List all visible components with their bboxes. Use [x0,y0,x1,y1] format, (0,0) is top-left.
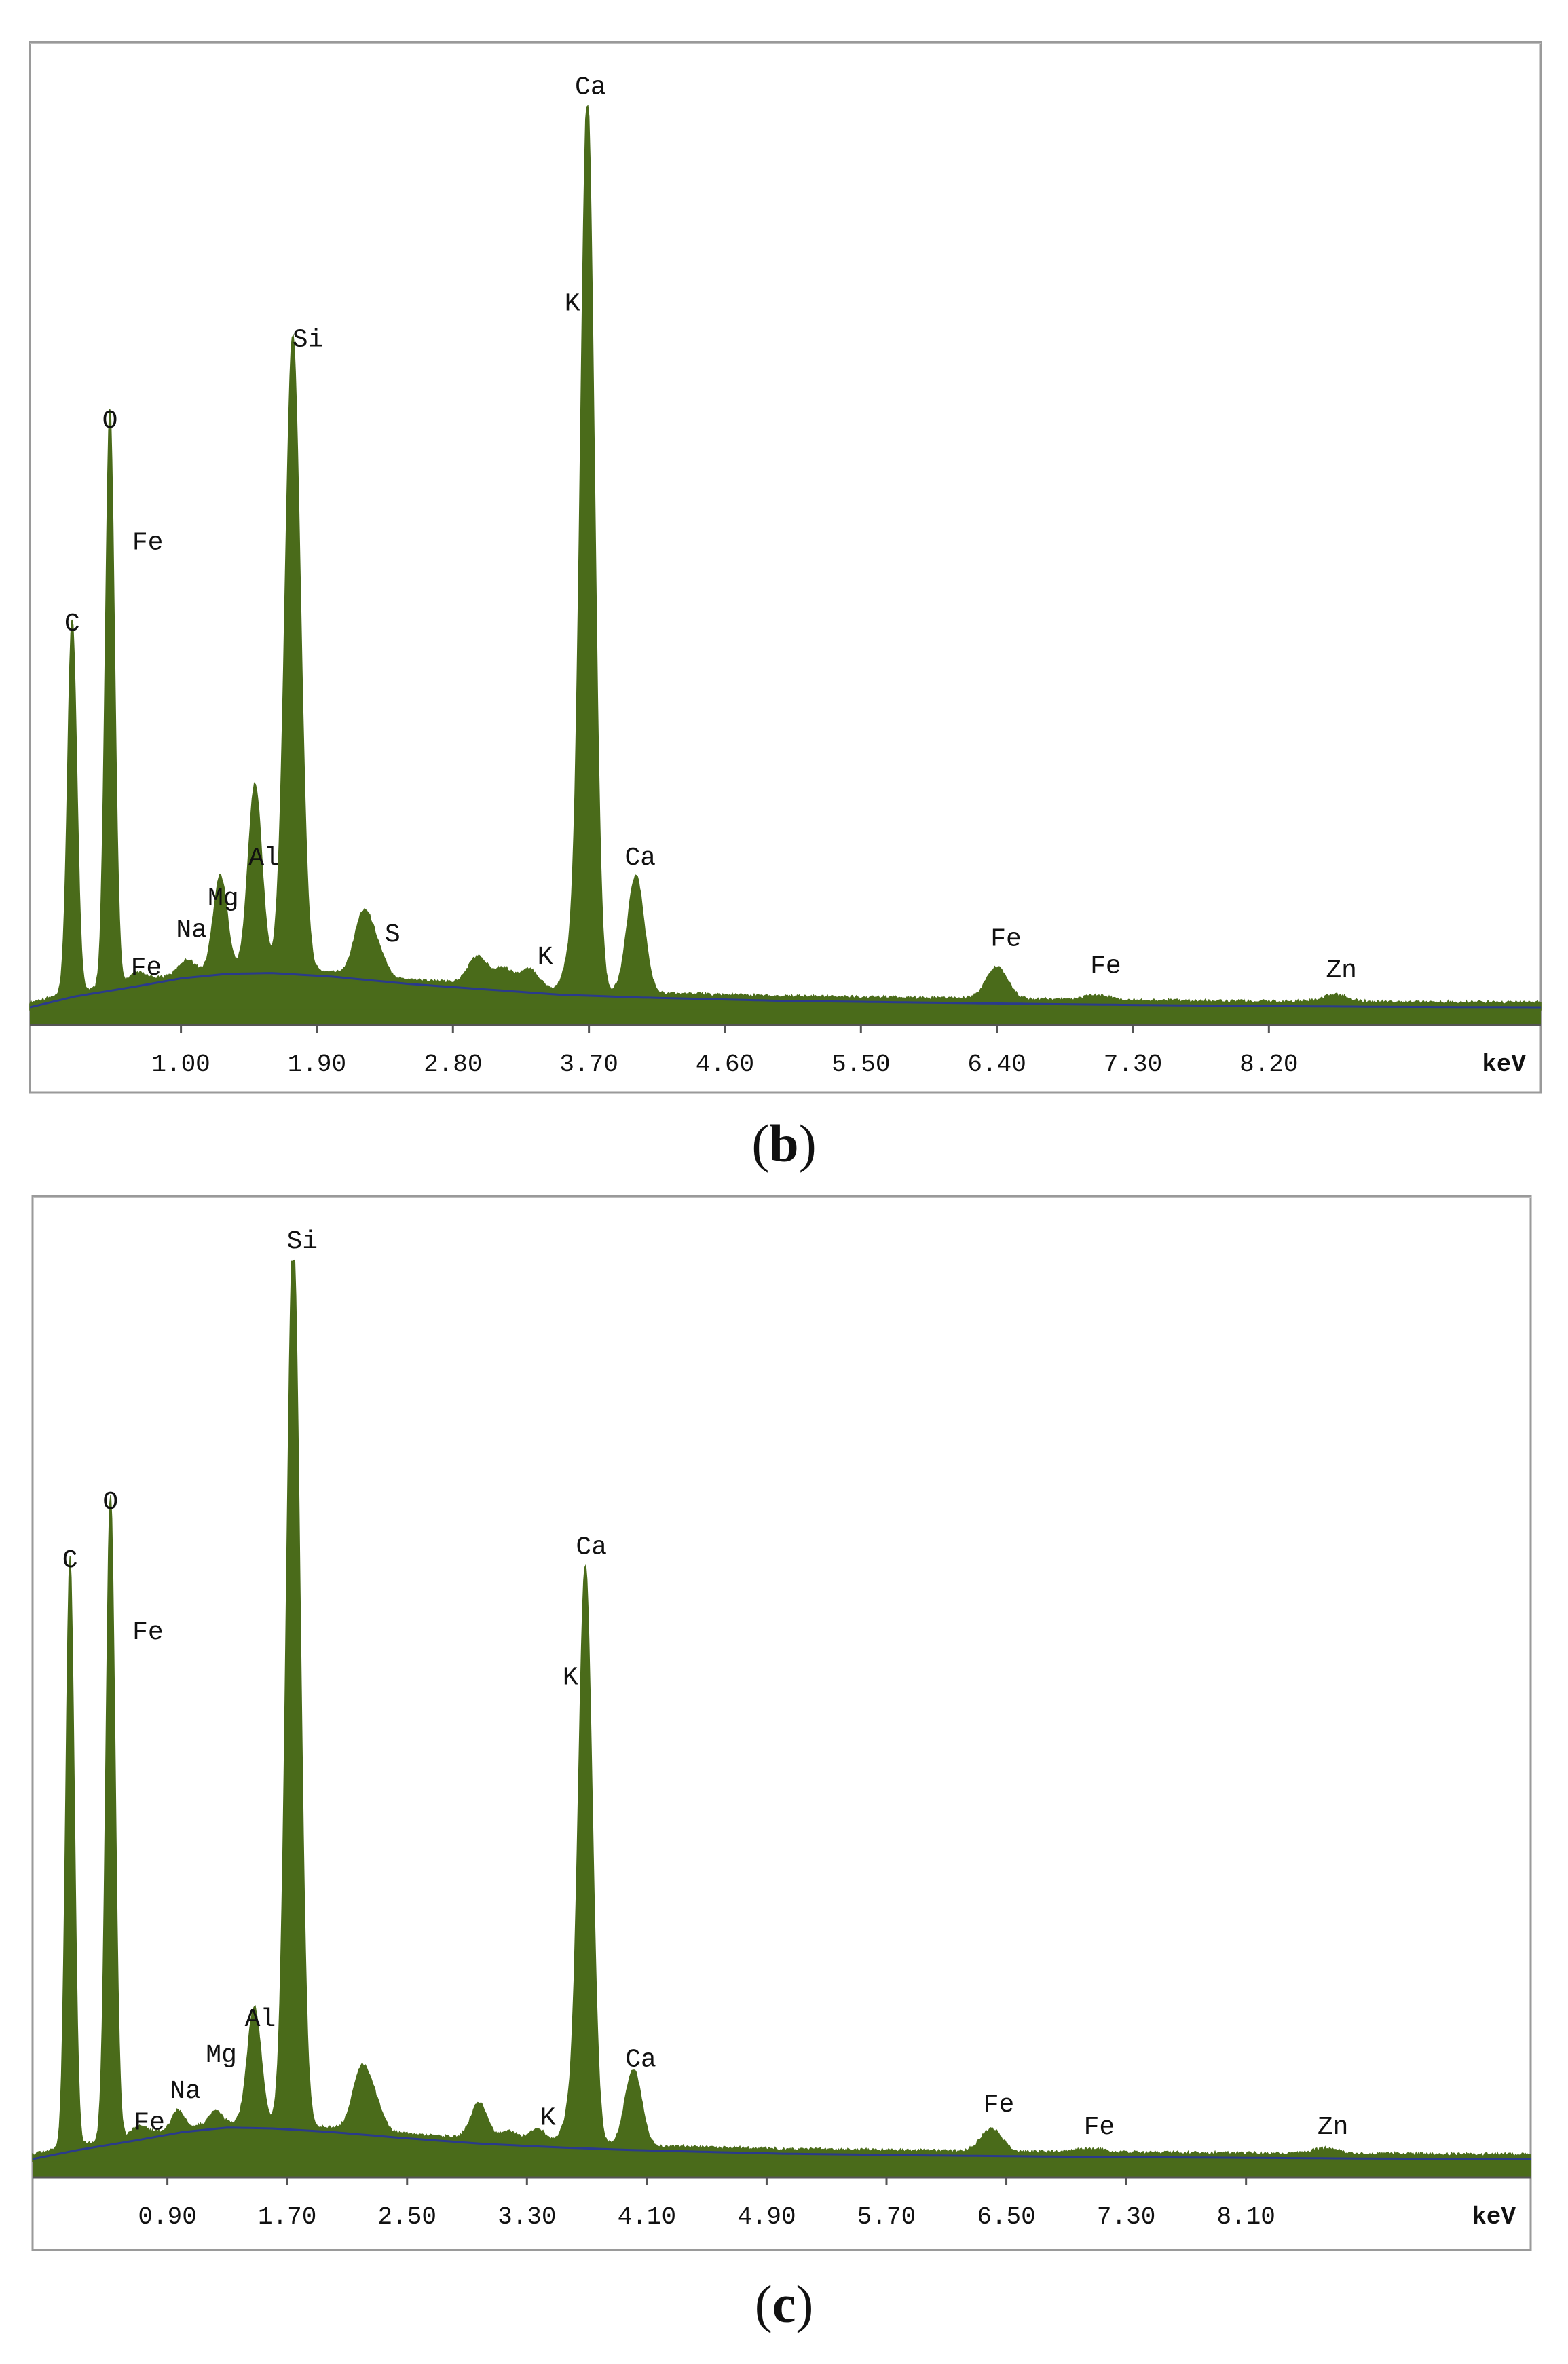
element-label-zn: Zn [1318,2113,1349,2142]
element-label-mg: Mg [208,884,239,914]
element-label-ca: Ca [576,1533,607,1562]
element-label-fe: Fe [134,2108,165,2137]
element-label-fe: Fe [1090,952,1121,981]
background-fit-line [29,972,1541,1009]
x-tick-label: 7.30 [1104,1051,1162,1078]
x-tick-label: 6.50 [977,2203,1035,2231]
element-label-si: Si [286,1227,318,1256]
x-tick-label: 1.00 [151,1051,210,1078]
element-label-fe: Fe [1084,2113,1115,2142]
x-axis-unit-label: keV [1482,1051,1526,1078]
x-tick-label: 3.70 [559,1051,618,1078]
element-label-ca: Ca [575,73,606,102]
element-label-o: O [102,407,118,436]
x-tick-label: 2.50 [378,2203,436,2231]
x-tick-label: 1.90 [288,1051,346,1078]
spectrum-panel-c: 0.90 1.70 2.50 3.30 4.10 4.90 5.70 6.50 7.30 8.10… [0,1181,1568,2364]
element-label-k: K [538,943,553,972]
x-tick-label: 3.30 [498,2203,556,2231]
element-label-ca: Ca [625,2046,656,2075]
spectrum-area [29,105,1542,1011]
element-label-zn: Zn [1326,956,1357,986]
x-tick-label: 4.60 [696,1051,754,1078]
element-label-fe: Fe [990,925,1022,954]
x-tick-label: 5.50 [832,1051,890,1078]
baseline-band [30,1010,1541,1025]
x-tick-label: 5.70 [857,2203,916,2231]
element-label-si: Si [293,326,324,355]
element-label-mg: Mg [206,2041,237,2070]
element-label-c: C [62,1546,78,1575]
x-tick-label: 2.80 [424,1051,482,1078]
element-label-s: S [385,920,400,950]
spectrum-area [32,1259,1531,2162]
x-tick-label: 4.10 [618,2203,676,2231]
panel-caption-c: (c) [754,2274,814,2333]
element-label-fe: Fe [132,1618,164,1647]
x-tick-label: 1.70 [258,2203,316,2231]
element-label-ca: Ca [624,844,656,873]
baseline-band [33,2162,1531,2177]
element-label-k: K [563,1663,578,1692]
element-label-c: C [64,609,80,639]
element-label-k: K [565,289,580,318]
background-fit-line [32,2126,1531,2160]
eds-spectrum-chart-b: 1.00 1.90 2.80 3.70 4.60 5.50 6.40 7.30 8.20 keV C… [29,41,1542,1094]
element-label-fe: Fe [131,954,162,983]
panel-caption-b: (b) [751,1114,817,1173]
element-label-al: Al [245,2005,276,2034]
element-label-al: Al [248,844,280,873]
x-tick-label: 8.10 [1216,2203,1275,2231]
x-tick-label: 4.90 [737,2203,796,2231]
element-label-o: O [102,1488,118,1517]
x-tick-label: 8.20 [1239,1051,1298,1078]
element-label-na: Na [170,2077,201,2106]
element-label-fe: Fe [984,2090,1015,2120]
element-label-k: K [540,2104,556,2133]
element-label-na: Na [176,916,207,945]
x-tick-label: 0.90 [138,2203,196,2231]
spectrum-panel-b: 1.00 1.90 2.80 3.70 4.60 5.50 6.40 7.30 8.20 keV C… [0,0,1568,1181]
x-axis-unit-label: keV [1472,2203,1516,2231]
element-label-fe: Fe [132,528,164,557]
eds-spectrum-chart-c: 0.90 1.70 2.50 3.30 4.10 4.90 5.70 6.50 7.30 8.10… [31,1195,1532,2251]
x-tick-label: 7.30 [1097,2203,1155,2231]
x-tick-label: 6.40 [967,1051,1026,1078]
